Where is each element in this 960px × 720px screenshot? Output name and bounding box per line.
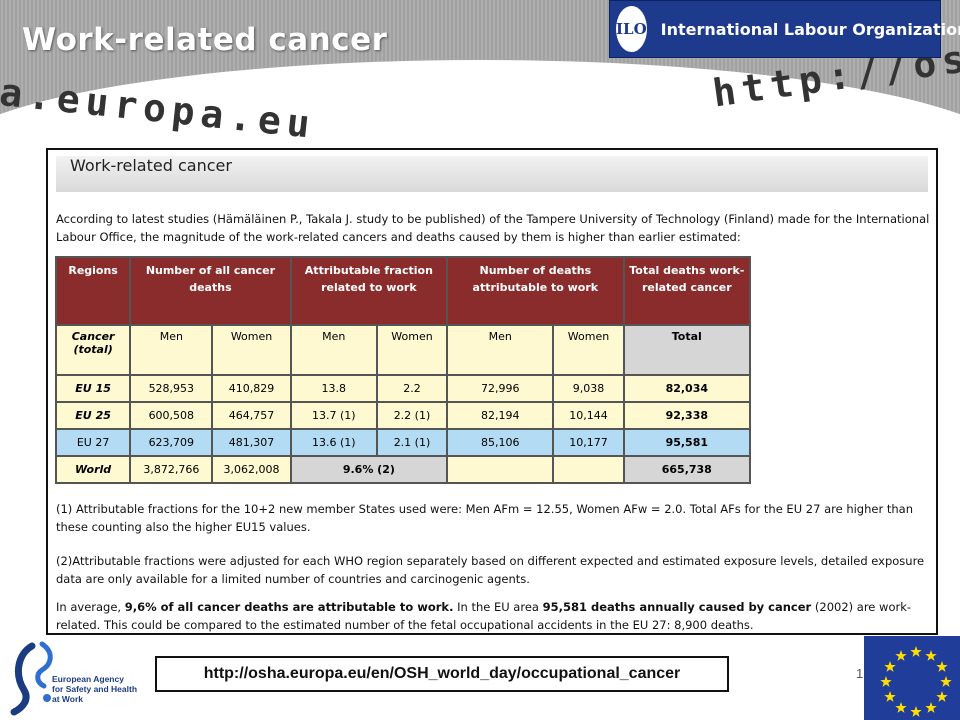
cell-af-combined: 9.6% (2) bbox=[289, 455, 449, 484]
eu-star-icon bbox=[940, 676, 952, 687]
row-region: EU 25 bbox=[54, 401, 132, 430]
summary-emphasis: 9,6% of all cancer deaths are attributab… bbox=[124, 600, 454, 614]
subheader-men: Men bbox=[446, 324, 555, 376]
page-number: 1 bbox=[856, 666, 864, 681]
summary-text: In the EU area bbox=[453, 600, 543, 614]
subheader-men: Men bbox=[289, 324, 378, 376]
cell-af-men: 13.8 bbox=[289, 374, 378, 403]
subheader-total: Total bbox=[622, 324, 752, 376]
footnote-2: (2)Attributable fractions were adjusted … bbox=[56, 554, 925, 586]
cell-total: 82,034 bbox=[622, 374, 752, 403]
cell-men-deaths: 600,508 bbox=[129, 401, 214, 430]
ilo-emblem-icon: ILO bbox=[616, 6, 647, 52]
cell-women-deaths: 410,829 bbox=[211, 374, 292, 403]
cancer-statistics-table: Regions Number of all cancer deaths Attr… bbox=[54, 256, 752, 484]
summary-text: In average, bbox=[56, 600, 125, 614]
ilo-name: International Labour Organization bbox=[660, 19, 960, 39]
eu-star-icon bbox=[925, 650, 937, 661]
table-row-eu15: EU 15 528,953 410,829 13.8 2.2 72,996 9,… bbox=[54, 374, 752, 403]
cell-af-women: 2.2 bbox=[375, 374, 449, 403]
ilo-logo: ILO International Labour Organization bbox=[609, 0, 960, 58]
eu-star-icon bbox=[895, 701, 907, 713]
table-row-world: World 3,872,766 3,062,008 9.6% (2) 665,7… bbox=[54, 455, 752, 484]
osha-agency-name: European Agency for Safety and Health at… bbox=[52, 674, 152, 704]
slide-title: Work-related cancer bbox=[22, 22, 388, 58]
header-attributable-fraction: Attributable fraction related to work bbox=[289, 256, 449, 326]
panel-heading: Work-related cancer bbox=[56, 156, 928, 192]
subheader-women: Women bbox=[211, 324, 292, 376]
cell-work-women bbox=[552, 455, 625, 484]
summary-paragraph: In average, 9,6% of all cancer deaths ar… bbox=[56, 598, 936, 633]
header-regions: Regions bbox=[54, 256, 132, 326]
eu-star-icon bbox=[910, 706, 922, 717]
cell-total: 92,338 bbox=[622, 401, 752, 430]
agency-line: European Agency bbox=[52, 674, 124, 684]
intro-paragraph: According to latest studies (Hämäläinen … bbox=[56, 212, 930, 244]
summary-emphasis: 95,581 deaths annually caused by cancer bbox=[542, 600, 812, 614]
cell-work-men: 85,106 bbox=[446, 428, 555, 457]
ilo-emblem-text: ILO bbox=[616, 20, 647, 38]
agency-line: for Safety and Health bbox=[52, 684, 138, 694]
table-subheader-row: Cancer (total) Men Women Men Women Men W… bbox=[54, 324, 752, 376]
screenshot-panel: Work-related cancer According to latest … bbox=[46, 148, 938, 635]
cell-men-deaths: 3,872,766 bbox=[129, 455, 214, 484]
table-row-eu27: EU 27 623,709 481,307 13.6 (1) 2.1 (1) 8… bbox=[54, 428, 752, 457]
cell-women-deaths: 481,307 bbox=[211, 428, 292, 457]
cell-work-men: 72,996 bbox=[446, 374, 555, 403]
agency-line: at Work bbox=[52, 694, 84, 704]
cell-total: 95,581 bbox=[622, 428, 752, 457]
eu-star-icon bbox=[884, 661, 896, 672]
cell-women-deaths: 464,757 bbox=[211, 401, 292, 430]
cell-work-women: 9,038 bbox=[552, 374, 625, 403]
subheader-cancer-total: Cancer (total) bbox=[54, 324, 132, 376]
eu-star-icon bbox=[925, 701, 937, 713]
cell-work-men bbox=[446, 455, 555, 484]
subheader-women: Women bbox=[375, 324, 449, 376]
eu-star-icon bbox=[936, 661, 948, 672]
eu-star-icon bbox=[884, 691, 896, 702]
cell-work-men: 82,194 bbox=[446, 401, 555, 430]
cell-af-women: 2.2 (1) bbox=[375, 401, 449, 430]
header-all-cancer-deaths: Number of all cancer deaths bbox=[129, 256, 292, 326]
cell-work-women: 10,144 bbox=[552, 401, 625, 430]
footnote-1: (1) Attributable fractions for the 10+2 … bbox=[56, 502, 913, 534]
table-header-row: Regions Number of all cancer deaths Attr… bbox=[54, 256, 752, 326]
eu-star-icon bbox=[880, 676, 892, 687]
row-region: EU 27 bbox=[54, 428, 132, 457]
summary-text: (2002) are work-related. This could be c… bbox=[56, 600, 912, 632]
subheader-men: Men bbox=[129, 324, 214, 376]
subheader-women: Women bbox=[552, 324, 625, 376]
eu-star-icon bbox=[910, 646, 922, 657]
row-region: World bbox=[54, 455, 132, 484]
eu-flag-icon bbox=[864, 636, 960, 720]
cell-men-deaths: 623,709 bbox=[129, 428, 214, 457]
cell-af-women: 2.1 (1) bbox=[375, 428, 449, 457]
cell-af-men: 13.6 (1) bbox=[289, 428, 378, 457]
header-deaths-attributable: Number of deaths attributable to work bbox=[446, 256, 625, 326]
cell-work-women: 10,177 bbox=[552, 428, 625, 457]
row-region: EU 15 bbox=[54, 374, 132, 403]
source-url-link[interactable]: http://osha.europa.eu/en/OSH_world_day/o… bbox=[155, 656, 729, 692]
cell-total: 665,738 bbox=[622, 455, 752, 484]
header-total-deaths: Total deaths work-related cancer bbox=[622, 256, 752, 326]
eu-star-icon bbox=[895, 650, 907, 661]
cell-af-men: 13.7 (1) bbox=[289, 401, 378, 430]
cell-women-deaths: 3,062,008 bbox=[211, 455, 292, 484]
eu-star-icon bbox=[936, 691, 948, 702]
cell-men-deaths: 528,953 bbox=[129, 374, 214, 403]
osha-agency-logo bbox=[10, 641, 53, 716]
table-row-eu25: EU 25 600,508 464,757 13.7 (1) 2.2 (1) 8… bbox=[54, 401, 752, 430]
